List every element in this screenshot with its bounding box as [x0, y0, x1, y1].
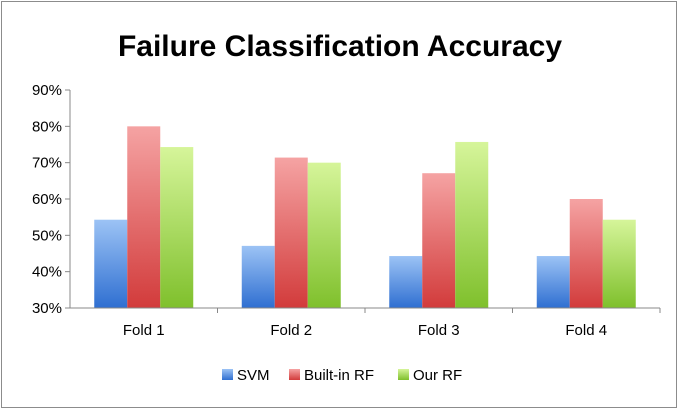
- bar-our-rf-fold-3: [455, 141, 489, 308]
- y-tick-label: 70%: [32, 155, 62, 172]
- y-tick-label: 90%: [32, 82, 62, 99]
- bar-our-rf-fold-2: [307, 162, 341, 308]
- y-tick-label: 50%: [32, 227, 62, 244]
- legend-swatch: [222, 369, 233, 380]
- bar-built-in-rf-fold-4: [569, 199, 603, 308]
- bar-our-rf-fold-4: [602, 219, 636, 308]
- chart-title: Failure Classification Accuracy: [118, 30, 562, 63]
- legend-label: Built-in RF: [304, 367, 374, 384]
- bars-group: [94, 126, 636, 308]
- x-tick-label: Fold 2: [270, 322, 312, 339]
- bar-built-in-rf-fold-2: [274, 157, 308, 308]
- x-tick-label: Fold 3: [418, 322, 460, 339]
- legend-swatch: [398, 369, 409, 380]
- bar-svm-fold-3: [389, 256, 423, 308]
- bar-built-in-rf-fold-3: [422, 173, 456, 308]
- x-tick-label: Fold 4: [565, 322, 607, 339]
- bar-built-in-rf-fold-1: [127, 126, 161, 308]
- bar-svm-fold-2: [241, 245, 275, 308]
- y-tick-label: 60%: [32, 191, 62, 208]
- x-axis-labels: Fold 1 Fold 2 Fold 3 Fold 4: [123, 308, 661, 339]
- bar-svm-fold-1: [94, 219, 128, 308]
- x-tick-label: Fold 1: [123, 322, 165, 339]
- bar-svm-fold-4: [536, 256, 570, 308]
- bar-our-rf-fold-1: [160, 147, 194, 308]
- y-axis-ticks: 30% 40% 50% 60% 70% 80% 90%: [32, 82, 70, 317]
- y-tick-label: 30%: [32, 300, 62, 317]
- legend-label: Our RF: [413, 367, 462, 384]
- legend-swatch: [289, 369, 300, 380]
- y-tick-label: 80%: [32, 118, 62, 135]
- y-tick-label: 40%: [32, 264, 62, 281]
- legend-label: SVM: [237, 367, 270, 384]
- legend: SVM Built-in RF Our RF: [222, 367, 462, 384]
